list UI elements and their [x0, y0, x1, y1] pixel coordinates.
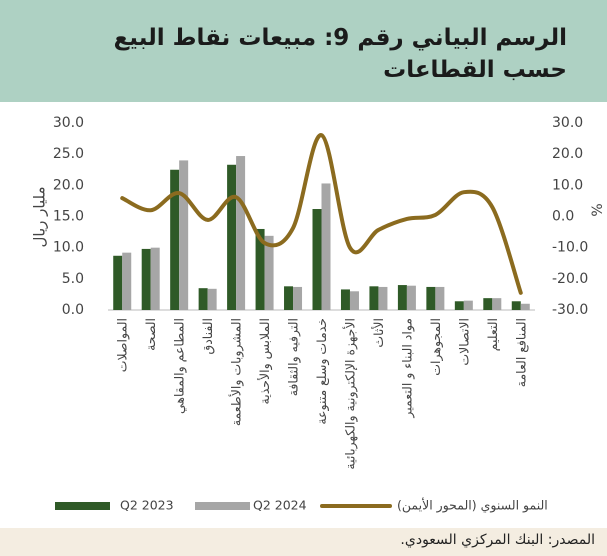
bar — [463, 300, 473, 310]
y-tick-label: 20.0 — [53, 177, 84, 193]
header: الرسم البياني رقم 9: مبيعات نقاط البيع ح… — [0, 0, 607, 102]
x-tick-label: الصحة — [143, 318, 158, 351]
bar — [435, 286, 445, 310]
y-tick-label: 30.0 — [53, 115, 84, 131]
bar — [349, 291, 359, 310]
y-tick-label: 10.0 — [53, 240, 84, 256]
y2-axis-label: % — [590, 203, 606, 216]
legend-label: النمو السنوي (المحور الأيمن) — [397, 498, 548, 514]
x-tick-label: الأثاث — [371, 318, 386, 348]
y-tick-label: 0.0 — [62, 302, 84, 318]
bar — [150, 247, 160, 310]
bar — [284, 286, 294, 310]
chart: 0.0 5.0 10.0 15.0 20.0 25.0 30.0 -30.0 -20.0 -10.… — [31, 115, 607, 514]
y2-tick-label: 30.0 — [552, 115, 583, 131]
x-tick-label: الملابس والأحذية — [257, 318, 273, 404]
y-tick-label: 15.0 — [53, 209, 84, 225]
bar — [198, 288, 208, 310]
x-tick-label: الترفيه والثقافة — [286, 318, 302, 396]
bar — [179, 160, 189, 310]
source: المصدر: البنك المركزي السعودي. — [400, 532, 595, 548]
bar — [293, 286, 303, 310]
y-tick-label: 5.0 — [62, 271, 84, 287]
bar — [369, 286, 379, 310]
bar — [511, 301, 521, 310]
bar — [426, 286, 436, 310]
y2-tick-label: 20.0 — [552, 146, 583, 162]
bar — [406, 285, 416, 310]
bar — [255, 228, 265, 310]
bar — [492, 298, 502, 310]
x-tick-label: المجوهرات — [428, 318, 444, 376]
bar — [170, 169, 180, 310]
bar — [227, 164, 237, 310]
bar — [236, 156, 246, 310]
bar — [378, 286, 388, 310]
bar — [321, 183, 331, 310]
legend-label: Q2 2024 — [253, 498, 307, 513]
x-tick-label: خدمات وسلع متنوعة — [314, 318, 330, 425]
x-tick-label: الفنادق — [200, 318, 216, 354]
x-tick-label: مواد البناء و التعمير — [399, 318, 415, 419]
bar — [264, 235, 274, 310]
bar — [207, 288, 217, 310]
bar — [122, 252, 132, 310]
legend-swatch — [55, 502, 110, 510]
bar — [141, 248, 151, 310]
y-tick-label: 25.0 — [53, 146, 84, 162]
bar — [340, 289, 350, 310]
legend-label: Q2 2023 — [120, 498, 174, 513]
x-tick-label: المنافع العامة — [513, 318, 528, 387]
y2-tick-label: -20.0 — [552, 271, 588, 287]
x-tick-label: المواصلات — [115, 318, 131, 372]
y2-tick-label: -10.0 — [552, 240, 588, 256]
x-tick-label: الأجهزة الإلكترونية والكهربائية — [342, 318, 358, 470]
legend-swatch — [195, 502, 250, 510]
y2-tick-label: -30.0 — [552, 302, 588, 318]
x-tick-label: الاتصالات — [456, 318, 471, 366]
y2-tick-label: 0.0 — [552, 209, 574, 225]
growth-line — [120, 133, 523, 295]
x-tick-label: المشروبات والأطعمة — [229, 318, 245, 426]
footer: المصدر: البنك المركزي السعودي. — [0, 528, 607, 556]
x-tick-label: التعليم — [485, 318, 501, 351]
bar — [113, 255, 123, 310]
bar — [483, 298, 493, 310]
bar — [397, 285, 407, 310]
bar — [312, 209, 322, 310]
bar — [520, 303, 530, 310]
y2-tick-label: 10.0 — [552, 177, 583, 193]
x-tick-label: المطاعم والمقاهي — [172, 318, 188, 414]
chart-title: الرسم البياني رقم 9: مبيعات نقاط البيع ح… — [113, 25, 567, 83]
bar — [454, 301, 464, 310]
y-axis-label: مليار ريال — [31, 187, 49, 248]
